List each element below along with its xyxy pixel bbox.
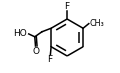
Text: F: F bbox=[65, 2, 70, 11]
Text: F: F bbox=[47, 55, 52, 64]
Text: O: O bbox=[33, 47, 40, 56]
Text: HO: HO bbox=[13, 29, 27, 38]
Text: CH₃: CH₃ bbox=[90, 19, 104, 28]
